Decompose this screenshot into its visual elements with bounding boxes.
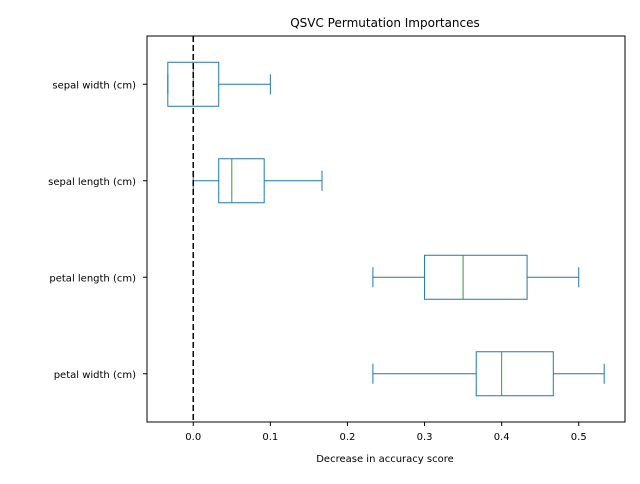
y-tick-label: sepal length (cm)	[48, 177, 136, 188]
y-tick-label: petal width (cm)	[54, 370, 136, 381]
box-iqr	[424, 254, 528, 300]
y-tick-label: sepal width (cm)	[52, 80, 136, 91]
x-tick-label: 0.5	[571, 432, 587, 443]
box-2	[192, 158, 323, 204]
box-iqr	[475, 351, 554, 397]
box-4	[372, 351, 605, 397]
x-tick-label: 0.4	[494, 432, 510, 443]
x-tick-label: 0.2	[339, 432, 355, 443]
plot-area: 0.0 0.1 0.2 0.3 0.4 0.5 sepal width (cm) sepal …	[48, 35, 626, 443]
x-tick-label: 0.1	[262, 432, 278, 443]
x-axis-label: Decrease in accuracy score	[316, 454, 454, 465]
x-tick-label: 0.0	[185, 432, 201, 443]
plot-frame	[146, 35, 626, 423]
box-1	[167, 61, 271, 107]
chart-title: QSVC Permutation Importances	[290, 16, 480, 30]
x-tick-label: 0.3	[417, 432, 433, 443]
box-3	[372, 254, 580, 300]
box-iqr	[218, 158, 265, 204]
y-tick-label: petal length (cm)	[49, 273, 136, 284]
